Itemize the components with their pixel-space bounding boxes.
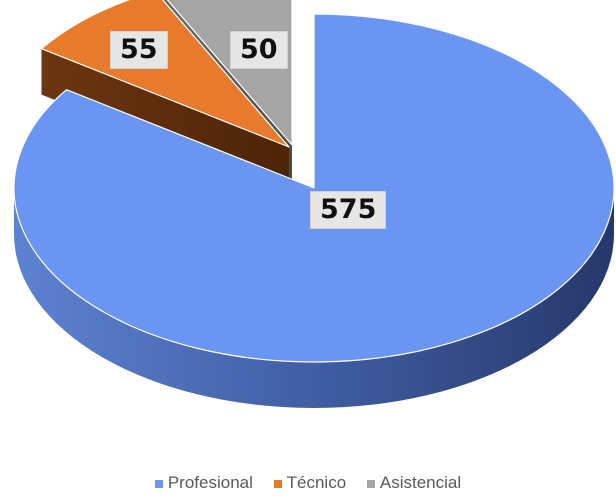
pie-slice-tecnico-top (40, 0, 290, 148)
legend-label-tecnico: Técnico (286, 473, 347, 492)
data-label-profesional: 575 (310, 191, 387, 229)
legend: Profesional Técnico Asistencial (0, 473, 616, 493)
legend-entry-profesional[interactable]: Profesional (154, 473, 253, 493)
data-label-tecnico: 55 (110, 31, 168, 69)
legend-swatch-profesional (154, 479, 163, 488)
legend-entry-tecnico[interactable]: Técnico (273, 473, 347, 493)
data-label-asistencial: 50 (230, 31, 288, 69)
legend-label-asistencial: Asistencial (379, 473, 462, 492)
legend-swatch-tecnico (273, 479, 282, 488)
legend-entry-asistencial[interactable]: Asistencial (366, 473, 462, 493)
legend-label-profesional: Profesional (167, 473, 253, 492)
legend-swatch-asistencial (366, 479, 375, 488)
pie-slice-profesional-outer-wall (14, 188, 614, 408)
pie-slice-profesional-top (13, 13, 615, 363)
pie-slice-profesional[interactable] (13, 13, 615, 408)
